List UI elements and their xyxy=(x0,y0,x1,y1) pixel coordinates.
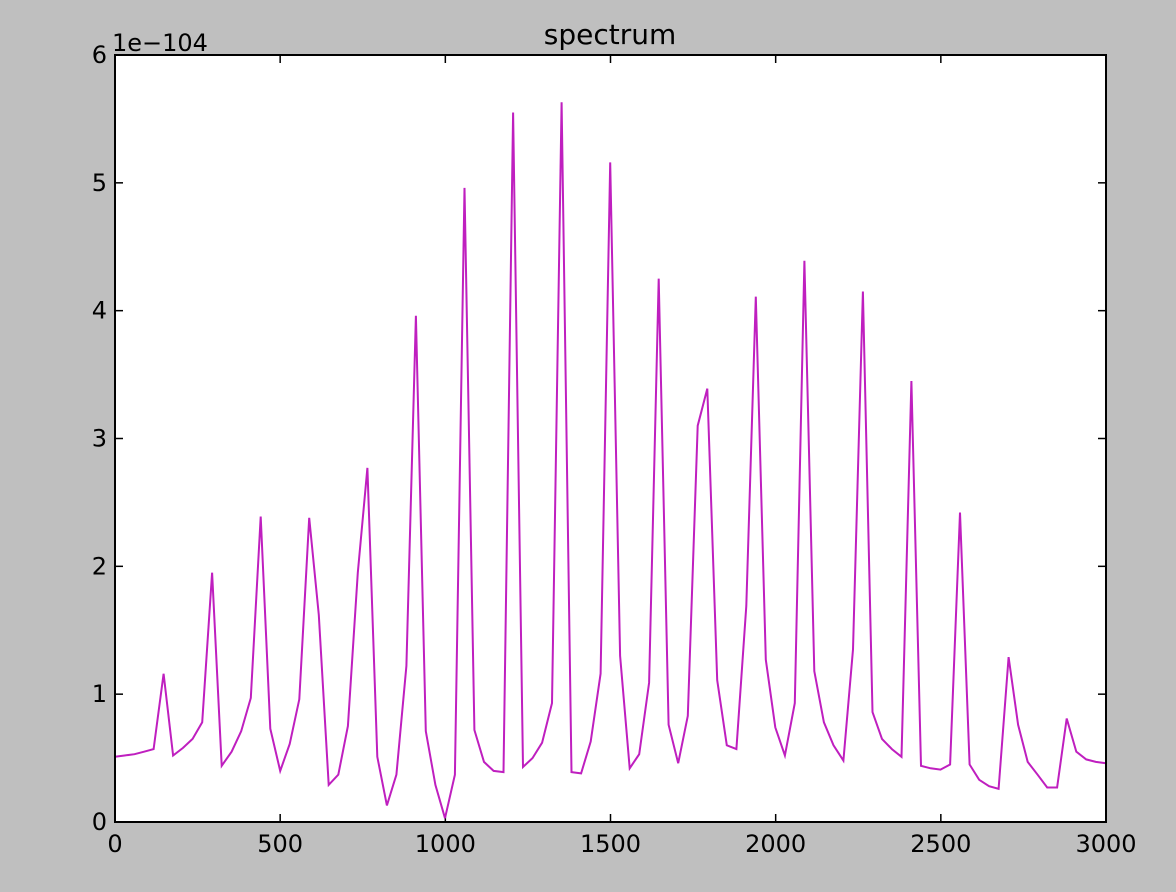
series-group xyxy=(114,102,1107,819)
x-tick-labels: 0 500 1000 1500 2000 2500 3000 xyxy=(107,830,1136,858)
y-tick-label: 6 xyxy=(92,41,107,69)
x-tick-label: 0 xyxy=(107,830,122,858)
y-tick-label: 0 xyxy=(92,808,107,836)
y-tick-label: 5 xyxy=(92,169,107,197)
x-tick-label: 2500 xyxy=(910,830,971,858)
y-offset-label: 1e−104 xyxy=(112,29,208,57)
x-tick-label: 1500 xyxy=(580,830,641,858)
x-tick-label: 500 xyxy=(257,830,303,858)
series-line xyxy=(114,102,1107,819)
x-tick-label: 2000 xyxy=(745,830,806,858)
y-tick-label: 2 xyxy=(92,552,107,580)
chart-title: spectrum xyxy=(544,18,677,51)
x-tick-label: 1000 xyxy=(415,830,476,858)
y-tick-label: 4 xyxy=(92,297,107,325)
x-tick-label: 3000 xyxy=(1075,830,1136,858)
y-tick-labels: 0 1 2 3 4 5 6 xyxy=(92,41,107,836)
axes-frame xyxy=(114,54,1107,823)
y-tick-label: 3 xyxy=(92,425,107,453)
y-tick-label: 1 xyxy=(92,680,107,708)
